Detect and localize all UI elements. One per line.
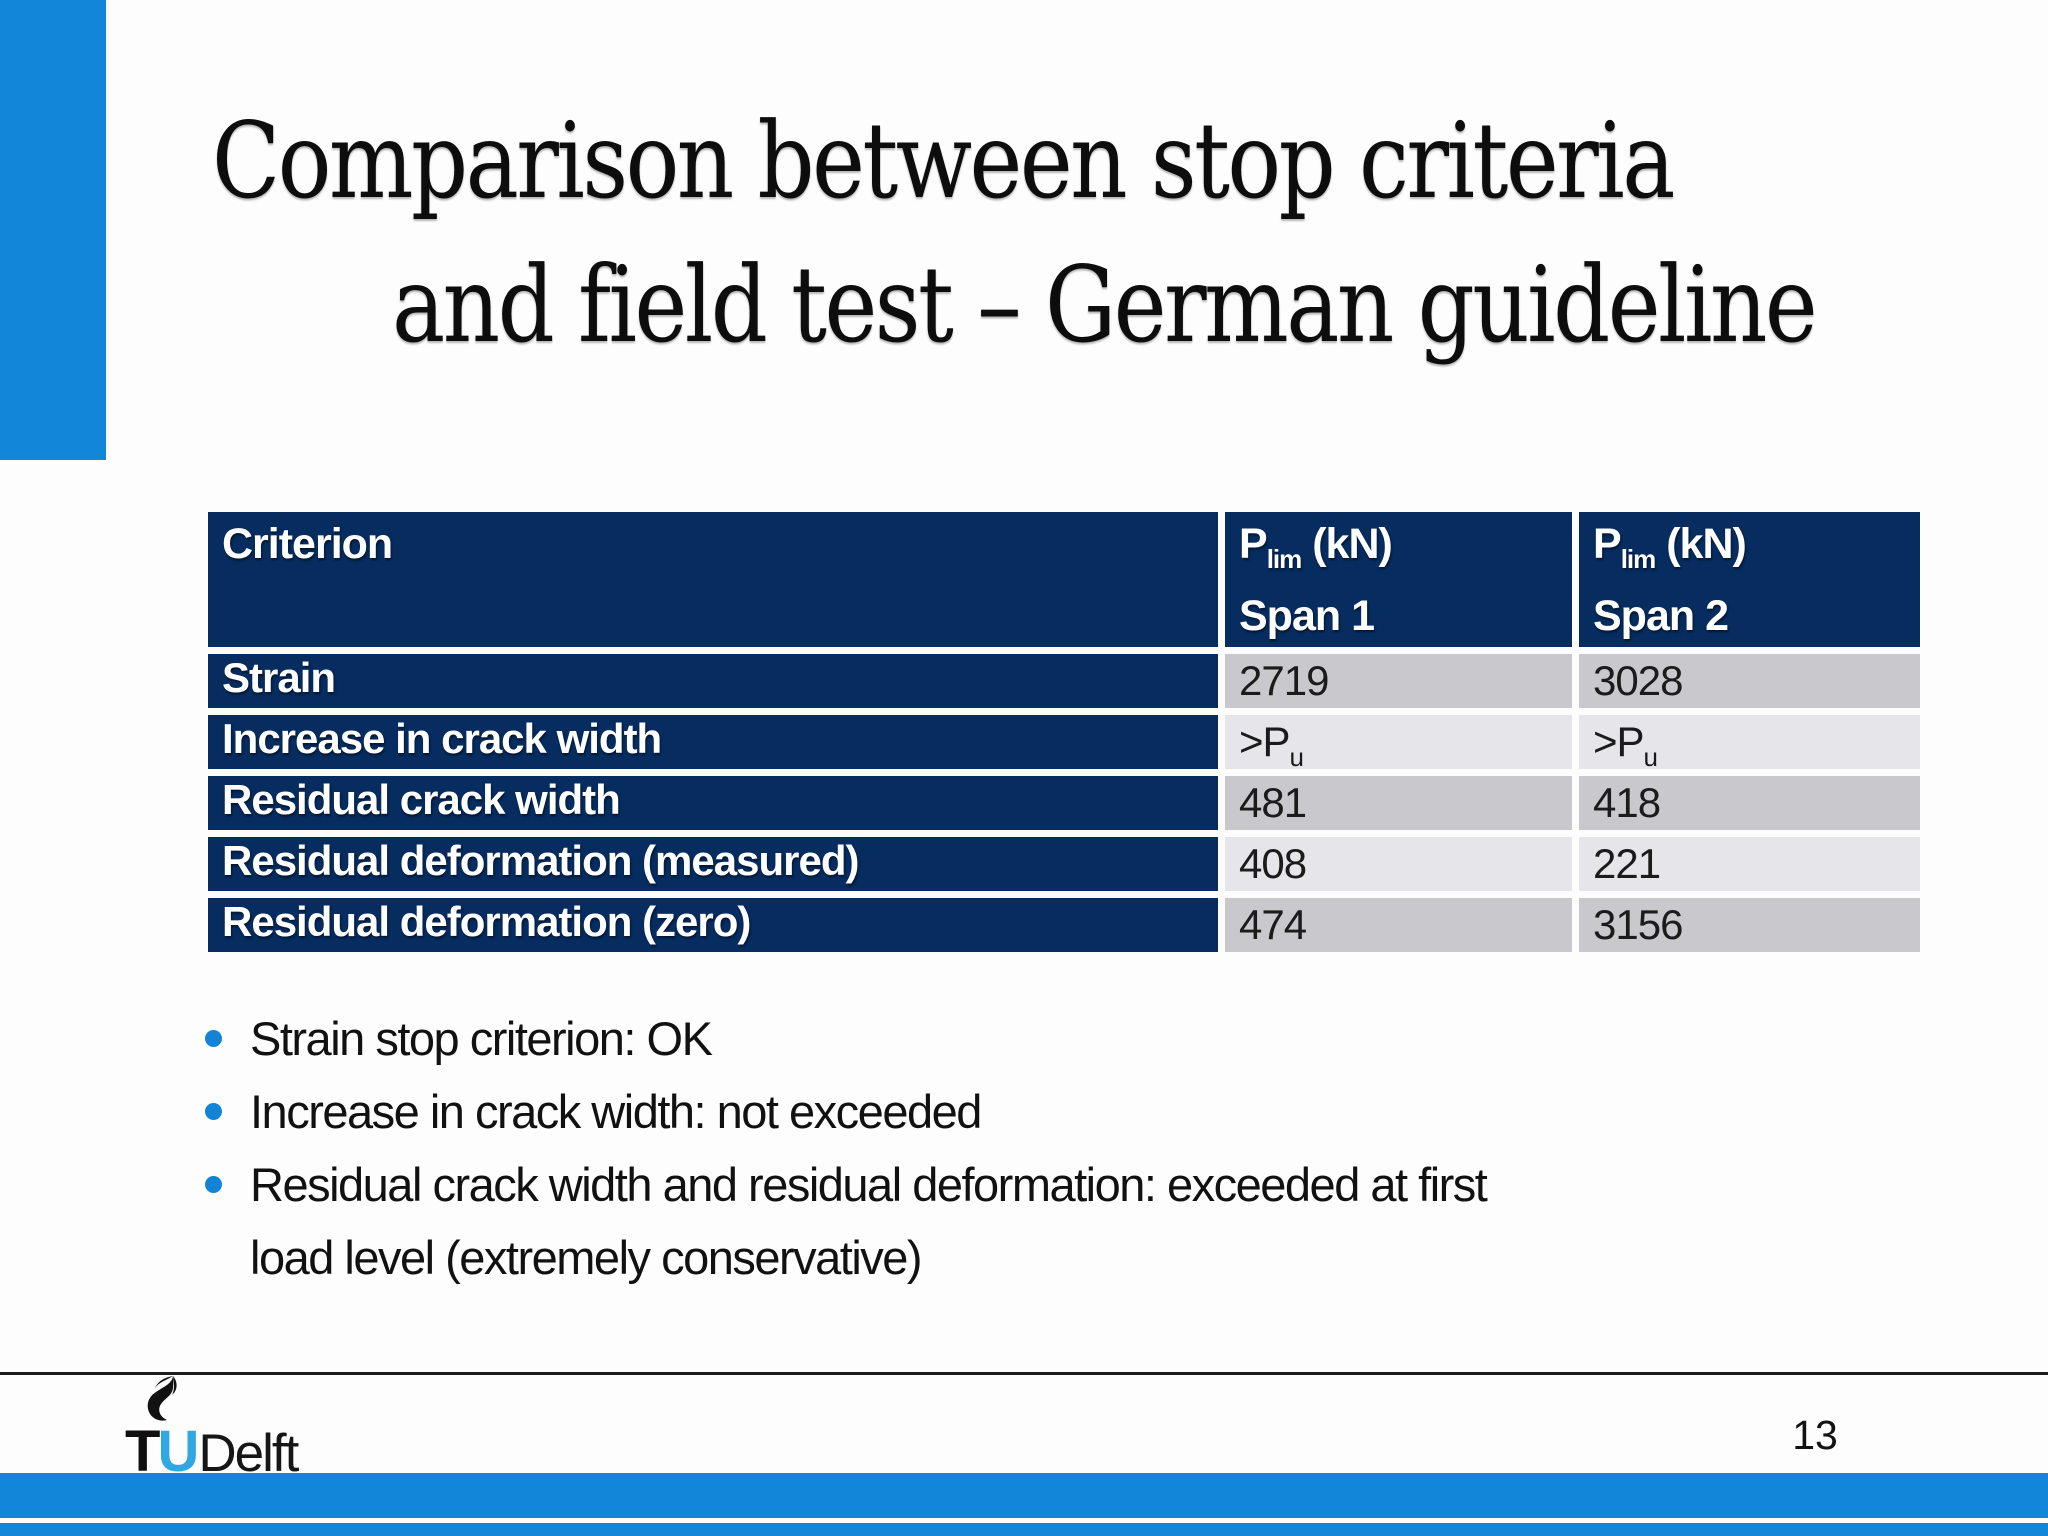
conclusion-bullet-list: Strain stop criterion: OK Increase in cr…	[203, 1002, 1903, 1294]
bullet-text: Strain stop criterion: OK	[250, 1012, 713, 1065]
bullet-dot-icon	[205, 1030, 222, 1047]
span1-label: Span 1	[1239, 592, 1375, 640]
slide-title-line-2: and field test – German guideline	[392, 244, 1818, 366]
bullet-strain-ok: Strain stop criterion: OK	[203, 1002, 1903, 1075]
cell-value-sub: u	[1289, 742, 1305, 772]
slide-title-line-1: Comparison between stop criteria	[212, 100, 1675, 222]
span2-label: Span 2	[1593, 592, 1729, 640]
footer-divider-line	[0, 1372, 2048, 1375]
tu-delft-logo: TUDelft	[125, 1376, 385, 1484]
row-label-increase-crack-width: Increase in crack width	[208, 715, 1218, 769]
row-increase-span2: >Pu	[1579, 715, 1920, 772]
row-resdef-zero-span1: 474	[1225, 898, 1572, 952]
row-label-residual-deformation-measured: Residual deformation (measured)	[208, 837, 1218, 891]
cell-value: 2719	[1239, 657, 1329, 704]
table-header-criterion: Criterion	[208, 512, 1218, 647]
bottom-accent-bar-secondary	[0, 1523, 2048, 1536]
criterion-header-label: Criterion	[222, 520, 393, 568]
left-accent-bar	[0, 0, 106, 460]
bullet-text: Increase in crack width: not exceeded	[250, 1085, 982, 1138]
row-residual-crack-span1: 481	[1225, 776, 1572, 830]
cell-value: 481	[1239, 779, 1307, 826]
bullet-dot-icon	[205, 1103, 222, 1120]
row-label-strain: Strain	[208, 654, 1218, 708]
row-strain-span1: 2719	[1225, 654, 1572, 708]
plim-label-span1: Plim (kN)	[1239, 520, 1566, 572]
row-resdef-measured-span2: 221	[1579, 837, 1920, 891]
plim-sub: lim	[1620, 544, 1657, 574]
row-resdef-zero-span2: 3156	[1579, 898, 1920, 952]
bullet-text: Residual crack width and residual deform…	[250, 1158, 1488, 1284]
plim-sub: lim	[1266, 544, 1303, 574]
bullet-crack-width-not-exceeded: Increase in crack width: not exceeded	[203, 1075, 1903, 1148]
cell-value: 408	[1239, 840, 1307, 887]
plim-label-span2: Plim (kN)	[1593, 520, 1914, 572]
cell-value: >P	[1593, 718, 1645, 765]
flame-icon	[147, 1376, 177, 1421]
cell-value: 418	[1593, 779, 1661, 826]
page-number: 13	[1792, 1412, 1838, 1458]
plim-p: P	[1239, 520, 1268, 568]
row-label-residual-deformation-zero: Residual deformation (zero)	[208, 898, 1218, 952]
cell-value: 3028	[1593, 657, 1683, 704]
row-residual-crack-span2: 418	[1579, 776, 1920, 830]
cell-value: >P	[1239, 718, 1291, 765]
plim-unit: (kN)	[1301, 520, 1393, 568]
bottom-accent-bar-primary	[0, 1473, 2048, 1518]
cell-value: 221	[1593, 840, 1661, 887]
row-increase-span1: >Pu	[1225, 715, 1572, 772]
bullet-residual-exceeded: Residual crack width and residual deform…	[203, 1148, 1903, 1294]
row-strain-span2: 3028	[1579, 654, 1920, 708]
row-resdef-measured-span1: 408	[1225, 837, 1572, 891]
plim-p: P	[1593, 520, 1622, 568]
criteria-table: Criterion Plim (kN) Span 1 Plim (kN) Spa…	[208, 512, 1920, 952]
cell-value-sub: u	[1643, 742, 1659, 772]
cell-value: 474	[1239, 901, 1307, 948]
plim-unit: (kN)	[1655, 520, 1747, 568]
row-label-residual-crack-width: Residual crack width	[208, 776, 1218, 830]
table-header-span2: Plim (kN) Span 2	[1579, 512, 1920, 647]
cell-value: 3156	[1593, 901, 1683, 948]
table-header-span1: Plim (kN) Span 1	[1225, 512, 1572, 647]
bullet-dot-icon	[205, 1176, 222, 1193]
